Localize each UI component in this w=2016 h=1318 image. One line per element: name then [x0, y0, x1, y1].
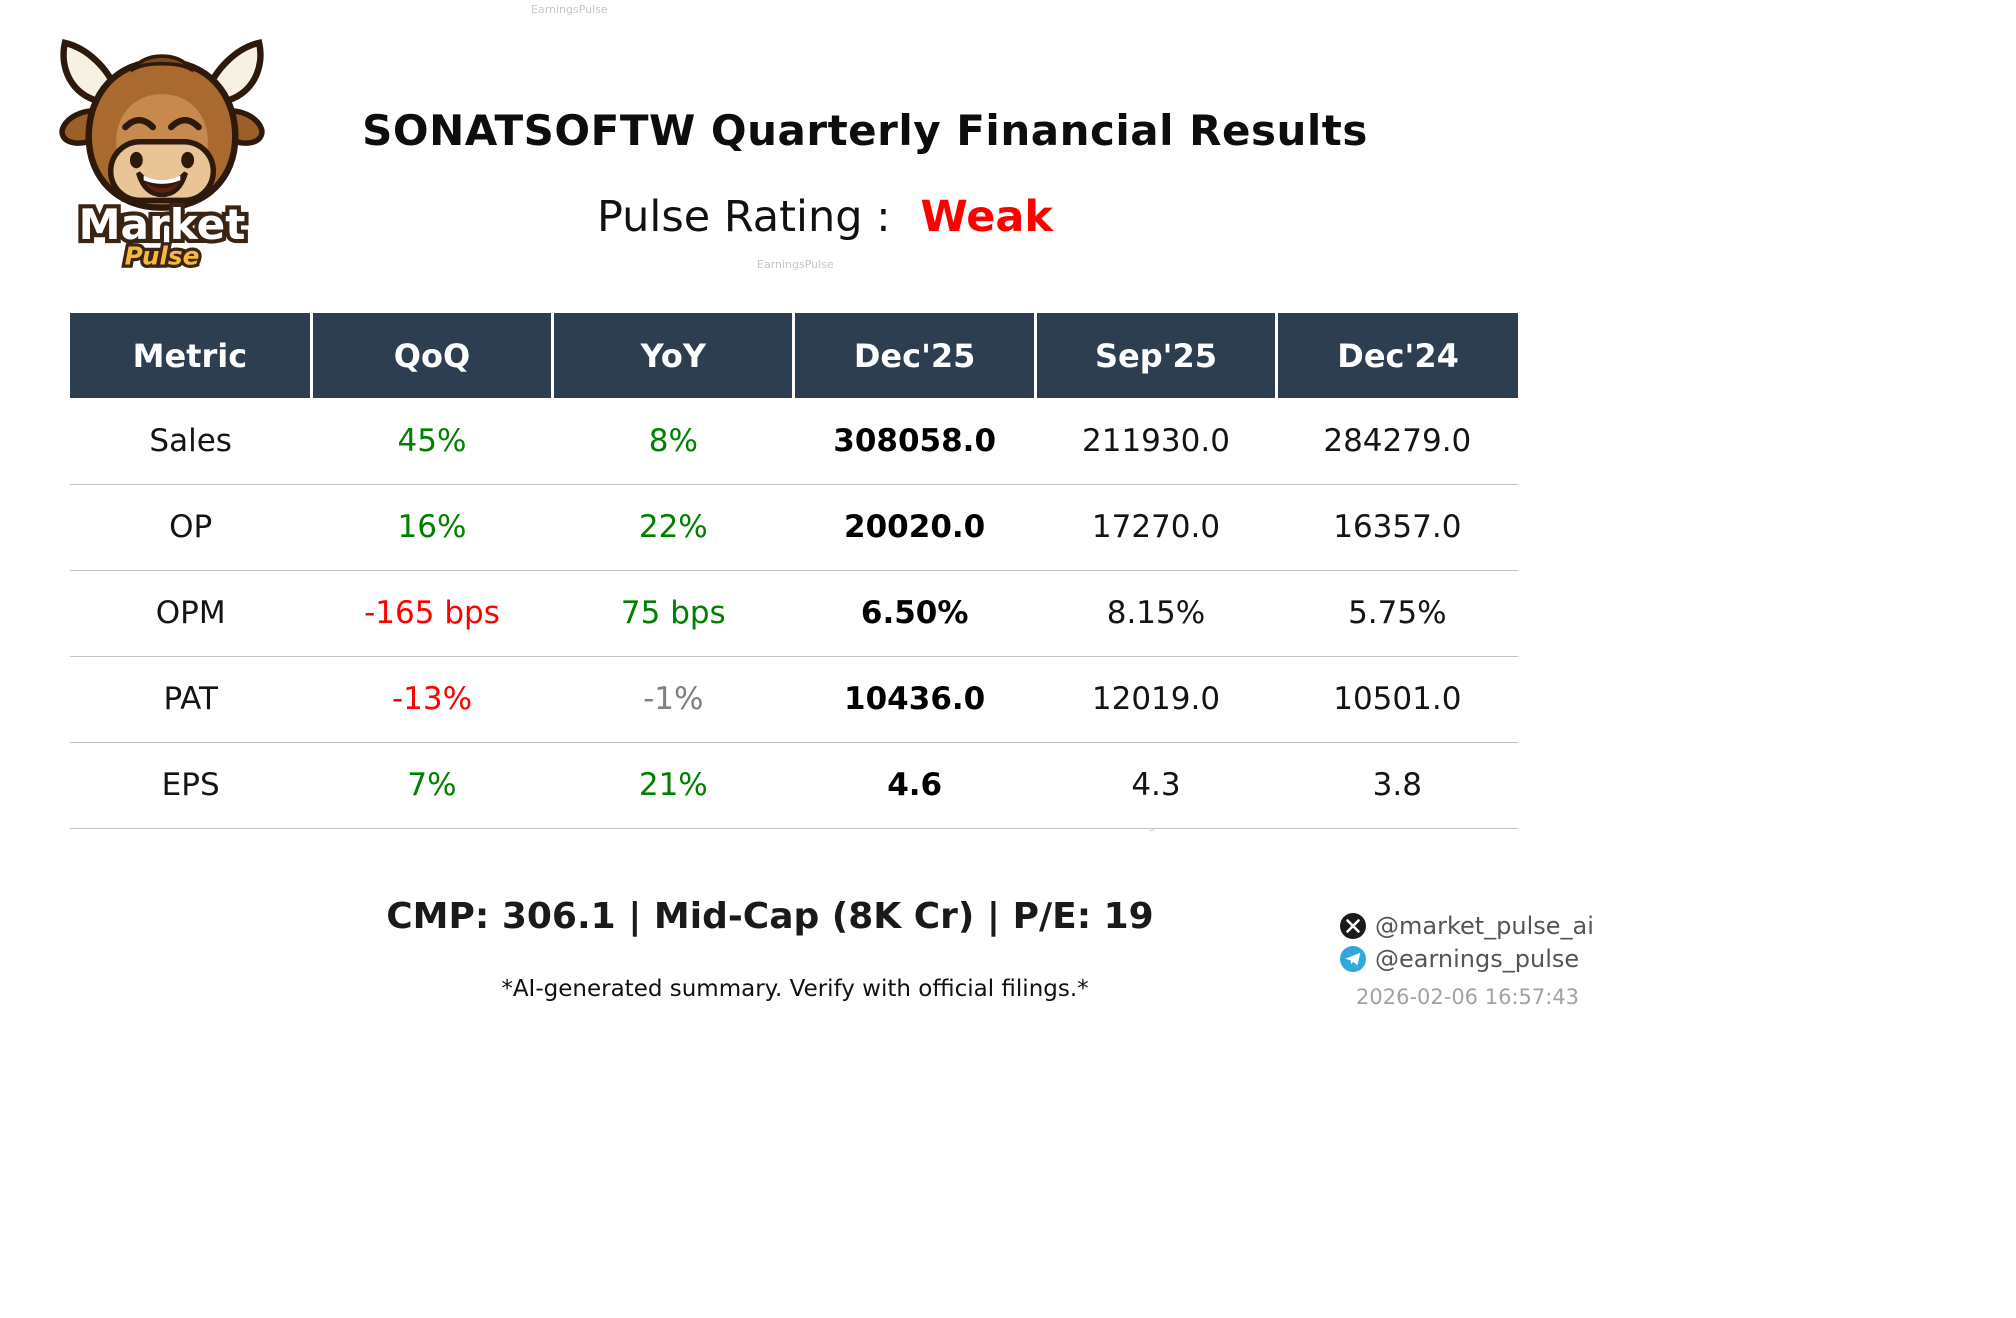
- watermark-text: EarningsPulse: [531, 3, 608, 16]
- table-row: OPM -165 bps 75 bps 6.50% 8.15% 5.75%: [70, 570, 1518, 657]
- table-cell: 7%: [311, 742, 553, 829]
- column-header: YoY: [552, 313, 796, 398]
- brand-logo: Market Pulse: [52, 30, 272, 274]
- x-handle-row: @market_pulse_ai: [1340, 912, 1594, 940]
- table-cell: 17270.0: [1035, 484, 1277, 571]
- telegram-icon: [1340, 946, 1366, 972]
- table-cell: 3.8: [1276, 742, 1518, 829]
- table-row: EPS 7% 21% 4.6 4.3 3.8: [70, 742, 1518, 829]
- table-cell: PAT: [70, 656, 312, 743]
- table-cell: OP: [70, 484, 312, 571]
- table-cell: 10436.0: [793, 656, 1036, 743]
- table-cell: OPM: [70, 570, 312, 657]
- x-icon: [1340, 913, 1366, 939]
- table-cell: 20020.0: [793, 484, 1036, 571]
- table-cell: 4.6: [793, 742, 1036, 829]
- table-cell: 16%: [311, 484, 553, 571]
- disclaimer-text: *AI-generated summary. Verify with offic…: [501, 976, 1089, 1002]
- table-cell: 5.75%: [1276, 570, 1518, 657]
- social-handles: @market_pulse_ai @earnings_pulse 2026-02…: [1340, 912, 1594, 1009]
- table-cell: 16357.0: [1276, 484, 1518, 571]
- table-cell: 21%: [552, 742, 794, 829]
- table-cell: 45%: [311, 398, 553, 485]
- table-cell: 8%: [552, 398, 794, 485]
- table-cell: EPS: [70, 742, 312, 829]
- pulse-rating-value: Weak: [920, 192, 1054, 242]
- logo-text-pulse: Pulse: [125, 242, 200, 270]
- page-title: SONATSOFTW Quarterly Financial Results: [362, 106, 1368, 155]
- column-header: Dec'25: [793, 313, 1037, 398]
- x-handle-text: @market_pulse_ai: [1375, 912, 1594, 940]
- table-cell: 284279.0: [1276, 398, 1518, 485]
- table-header-row: Metric QoQ YoY Dec'25 Sep'25 Dec'24: [70, 313, 1518, 398]
- column-header: Metric: [70, 313, 313, 398]
- table-cell: 308058.0: [793, 398, 1036, 485]
- table-row: Sales 45% 8% 308058.0 211930.0 284279.0: [70, 398, 1518, 485]
- column-header: Dec'24: [1276, 313, 1518, 398]
- results-table: Metric QoQ YoY Dec'25 Sep'25 Dec'24 Sales 45% 8…: [70, 313, 1518, 829]
- table-cell: 75 bps: [552, 570, 794, 657]
- table-cell: 4.3: [1035, 742, 1277, 829]
- table-row: OP 16% 22% 20020.0 17270.0 16357.0: [70, 484, 1518, 571]
- column-header: Sep'25: [1035, 313, 1279, 398]
- pulse-rating: Pulse Rating : Weak: [0, 192, 1650, 242]
- logo-text-market: Market: [79, 200, 246, 249]
- column-header: QoQ: [311, 313, 555, 398]
- table-row: PAT -13% -1% 10436.0 12019.0 10501.0: [70, 656, 1518, 743]
- watermark-text: EarningsPulse: [757, 258, 834, 271]
- table-cell: Sales: [70, 398, 312, 485]
- table-cell: 211930.0: [1035, 398, 1277, 485]
- bull-mascot-icon: Market Pulse: [59, 38, 265, 274]
- table-cell: -1%: [552, 656, 794, 743]
- table-cell: 8.15%: [1035, 570, 1277, 657]
- pulse-rating-label: Pulse Rating :: [596, 192, 891, 242]
- table-cell: 22%: [552, 484, 794, 571]
- table-body: Sales 45% 8% 308058.0 211930.0 284279.0 OP 16% 2…: [70, 398, 1518, 829]
- table-cell: 6.50%: [793, 570, 1036, 657]
- cmp-summary: CMP: 306.1 | Mid-Cap (8K Cr) | P/E: 19: [386, 896, 1154, 937]
- table-cell: 10501.0: [1276, 656, 1518, 743]
- table-cell: 12019.0: [1035, 656, 1277, 743]
- telegram-handle-row: @earnings_pulse: [1340, 945, 1594, 973]
- timestamp: 2026-02-06 16:57:43: [1356, 985, 1580, 1009]
- table-cell: -13%: [311, 656, 553, 743]
- table-cell: -165 bps: [311, 570, 553, 657]
- telegram-handle-text: @earnings_pulse: [1375, 945, 1580, 973]
